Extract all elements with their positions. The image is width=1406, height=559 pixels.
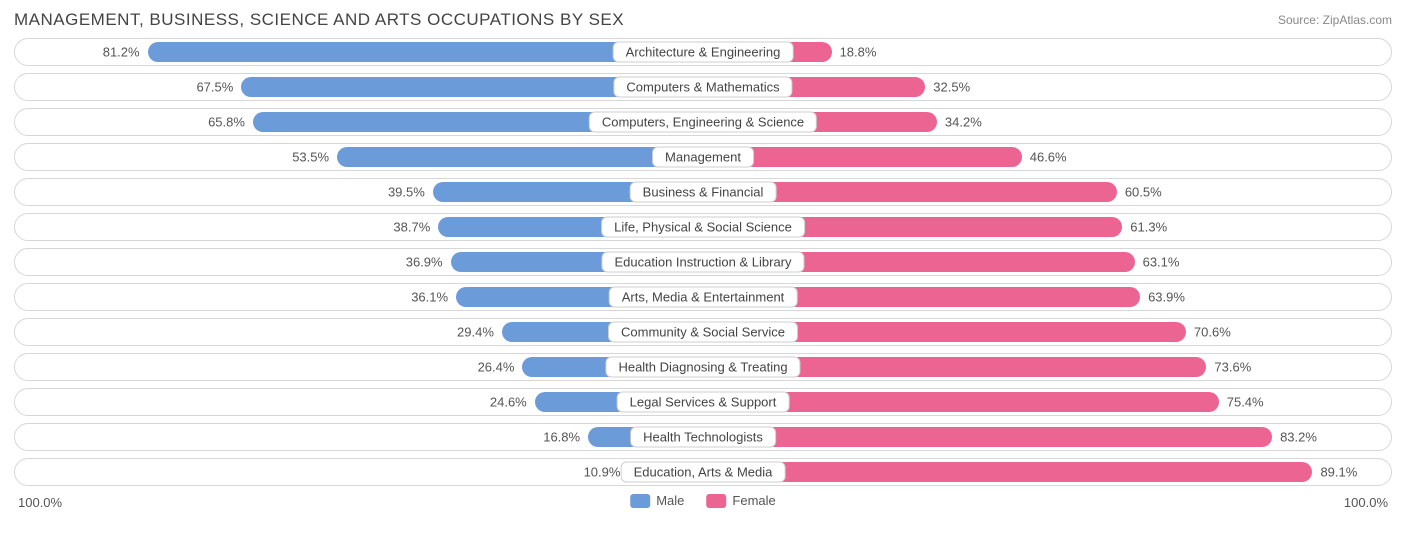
legend-male: Male	[630, 493, 684, 508]
category-label: Education Instruction & Library	[601, 252, 804, 273]
category-label: Life, Physical & Social Science	[601, 217, 805, 238]
pct-label-male: 38.7%	[393, 220, 430, 235]
category-label: Education, Arts & Media	[621, 462, 786, 483]
chart-row: 65.8% 34.2% Computers, Engineering & Scien…	[14, 108, 1392, 136]
category-label: Arts, Media & Entertainment	[609, 287, 798, 308]
bar-male	[337, 147, 703, 167]
chart-footer: 100.0% Male Female 100.0%	[14, 493, 1392, 517]
category-label: Health Technologists	[630, 427, 776, 448]
legend: Male Female	[630, 493, 776, 508]
pct-label-female: 60.5%	[1125, 185, 1162, 200]
legend-label-male: Male	[656, 493, 684, 508]
bar-female	[703, 462, 1312, 482]
legend-swatch-female	[706, 494, 726, 508]
legend-label-female: Female	[732, 493, 775, 508]
category-label: Health Diagnosing & Treating	[605, 357, 800, 378]
chart-row: 24.6% 75.4% Legal Services & Support	[14, 388, 1392, 416]
pct-label-male: 10.9%	[584, 465, 621, 480]
pct-label-female: 34.2%	[945, 115, 982, 130]
axis-label-left: 100.0%	[18, 495, 62, 510]
pct-label-male: 39.5%	[388, 185, 425, 200]
category-label: Computers & Mathematics	[613, 77, 792, 98]
pct-label-male: 16.8%	[543, 430, 580, 445]
category-label: Community & Social Service	[608, 322, 798, 343]
chart-row: 10.9% 89.1% Education, Arts & Media	[14, 458, 1392, 486]
chart-row: 53.5% 46.6% Management	[14, 143, 1392, 171]
pct-label-female: 18.8%	[840, 45, 877, 60]
legend-female: Female	[706, 493, 775, 508]
axis-label-right: 100.0%	[1344, 495, 1388, 510]
pct-label-female: 61.3%	[1130, 220, 1167, 235]
pct-label-male: 36.9%	[406, 255, 443, 270]
chart-row: 81.2% 18.8% Architecture & Engineering	[14, 38, 1392, 66]
chart-source: Source: ZipAtlas.com	[1278, 13, 1392, 27]
pct-label-male: 81.2%	[103, 45, 140, 60]
pct-label-male: 26.4%	[478, 360, 515, 375]
category-label: Legal Services & Support	[617, 392, 790, 413]
chart-row: 36.1% 63.9% Arts, Media & Entertainment	[14, 283, 1392, 311]
chart-row: 29.4% 70.6% Community & Social Service	[14, 318, 1392, 346]
chart-row: 38.7% 61.3% Life, Physical & Social Scienc…	[14, 213, 1392, 241]
pct-label-female: 46.6%	[1030, 150, 1067, 165]
pct-label-female: 83.2%	[1280, 430, 1317, 445]
bar-female	[703, 427, 1272, 447]
pct-label-female: 75.4%	[1227, 395, 1264, 410]
category-label: Management	[652, 147, 754, 168]
pct-label-male: 65.8%	[208, 115, 245, 130]
pct-label-male: 67.5%	[196, 80, 233, 95]
chart-header: MANAGEMENT, BUSINESS, SCIENCE AND ARTS O…	[14, 10, 1392, 30]
pct-label-female: 73.6%	[1214, 360, 1251, 375]
category-label: Architecture & Engineering	[613, 42, 794, 63]
pct-label-male: 53.5%	[292, 150, 329, 165]
chart-title: MANAGEMENT, BUSINESS, SCIENCE AND ARTS O…	[14, 10, 624, 30]
category-label: Business & Financial	[630, 182, 777, 203]
chart-row: 26.4% 73.6% Health Diagnosing & Treating	[14, 353, 1392, 381]
pct-label-female: 70.6%	[1194, 325, 1231, 340]
category-label: Computers, Engineering & Science	[589, 112, 817, 133]
pct-label-male: 29.4%	[457, 325, 494, 340]
chart-row: 36.9% 63.1% Education Instruction & Librar…	[14, 248, 1392, 276]
chart-row: 39.5% 60.5% Business & Financial	[14, 178, 1392, 206]
pct-label-male: 36.1%	[411, 290, 448, 305]
chart-row: 16.8% 83.2% Health Technologists	[14, 423, 1392, 451]
chart-body: 81.2% 18.8% Architecture & Engineering 67.5…	[14, 38, 1392, 486]
chart-row: 67.5% 32.5% Computers & Mathematics	[14, 73, 1392, 101]
pct-label-female: 63.1%	[1143, 255, 1180, 270]
pct-label-female: 89.1%	[1320, 465, 1357, 480]
pct-label-male: 24.6%	[490, 395, 527, 410]
pct-label-female: 63.9%	[1148, 290, 1185, 305]
pct-label-female: 32.5%	[933, 80, 970, 95]
legend-swatch-male	[630, 494, 650, 508]
